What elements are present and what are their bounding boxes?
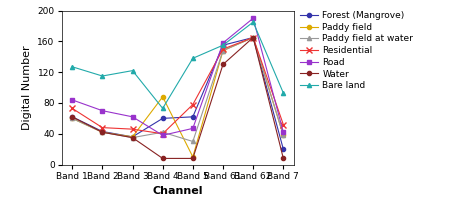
Road	[69, 99, 75, 101]
Water	[250, 36, 256, 39]
Road	[160, 134, 165, 137]
Line: Water: Water	[70, 35, 285, 161]
Paddy field at water	[220, 49, 226, 52]
Residential	[69, 107, 75, 110]
Water	[69, 116, 75, 118]
Forest (Mangrove)	[100, 130, 105, 133]
Water	[100, 131, 105, 134]
Legend: Forest (Mangrove), Paddy field, Paddy field at water, Residential, Road, Water, : Forest (Mangrove), Paddy field, Paddy fi…	[296, 7, 417, 94]
Water	[281, 157, 286, 160]
Paddy field	[250, 36, 256, 39]
X-axis label: Channel: Channel	[153, 186, 203, 196]
Bare land	[160, 107, 165, 110]
Paddy field at water	[190, 140, 196, 143]
Forest (Mangrove)	[69, 116, 75, 118]
Forest (Mangrove)	[130, 136, 136, 138]
Bare land	[100, 75, 105, 77]
Bare land	[281, 92, 286, 94]
Line: Road: Road	[70, 16, 285, 137]
Paddy field at water	[281, 134, 286, 137]
Bare land	[130, 69, 136, 72]
Line: Paddy field: Paddy field	[70, 35, 285, 159]
Forest (Mangrove)	[160, 117, 165, 120]
Paddy field	[69, 117, 75, 120]
Forest (Mangrove)	[220, 44, 226, 46]
Water	[220, 63, 226, 66]
Paddy field	[160, 96, 165, 98]
Paddy field at water	[130, 136, 136, 139]
Bare land	[69, 65, 75, 68]
Residential	[160, 133, 165, 135]
Line: Forest (Mangrove): Forest (Mangrove)	[70, 35, 285, 151]
Line: Residential: Residential	[69, 35, 286, 137]
Residential	[250, 36, 256, 39]
Residential	[100, 126, 105, 129]
Water	[160, 157, 165, 160]
Paddy field	[281, 134, 286, 137]
Line: Bare land: Bare land	[70, 20, 285, 110]
Forest (Mangrove)	[281, 148, 286, 150]
Paddy field	[100, 131, 105, 134]
Paddy field at water	[100, 131, 105, 134]
Paddy field at water	[250, 36, 256, 39]
Forest (Mangrove)	[250, 36, 256, 39]
Paddy field at water	[160, 131, 165, 134]
Water	[130, 136, 136, 139]
Bare land	[220, 44, 226, 46]
Road	[281, 131, 286, 134]
Road	[100, 109, 105, 112]
Paddy field	[130, 136, 136, 138]
Road	[190, 127, 196, 130]
Forest (Mangrove)	[190, 116, 196, 118]
Bare land	[190, 57, 196, 60]
Bare land	[250, 21, 256, 23]
Residential	[281, 123, 286, 126]
Road	[220, 42, 226, 44]
Road	[130, 116, 136, 118]
Paddy field at water	[69, 117, 75, 120]
Residential	[130, 128, 136, 130]
Residential	[220, 48, 226, 50]
Paddy field	[220, 49, 226, 52]
Road	[250, 17, 256, 20]
Paddy field	[190, 156, 196, 158]
Line: Paddy field at water: Paddy field at water	[70, 35, 285, 143]
Water	[190, 157, 196, 160]
Y-axis label: Digital Number: Digital Number	[22, 45, 32, 130]
Residential	[190, 103, 196, 106]
